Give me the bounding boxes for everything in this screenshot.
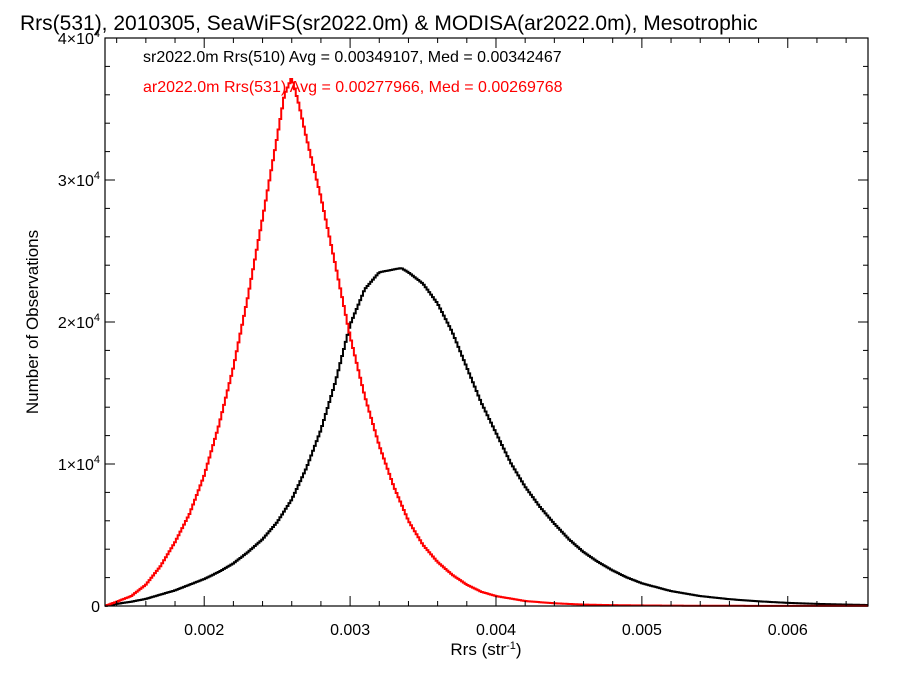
- legend-entry-red: ar2022.0m Rrs(531) Avg = 0.00277966, Med…: [143, 79, 563, 96]
- x-axis-label-text: Rrs (str: [450, 640, 506, 659]
- x-tick-label-0: 0.002: [184, 622, 224, 639]
- x-tick-label-4: 0.006: [768, 622, 808, 639]
- plot-frame: [104, 37, 869, 607]
- x-axis-label-close: ): [516, 640, 522, 659]
- x-tick-label-1: 0.003: [330, 622, 370, 639]
- legend-entry-black: sr2022.0m Rrs(510) Avg = 0.00349107, Med…: [143, 49, 562, 66]
- series-line-1: [105, 78, 868, 607]
- x-tick-label-2: 0.004: [476, 622, 516, 639]
- series-line-0: [105, 267, 868, 607]
- y-tick-label-2: 2×104: [58, 312, 100, 332]
- x-tick-label-3: 0.005: [622, 622, 662, 639]
- x-axis-label-superscript: -1: [506, 640, 516, 652]
- y-tick-label-4: 4×104: [58, 28, 100, 48]
- y-axis-label: Number of Observations: [23, 230, 42, 414]
- y-tick-label-3: 3×104: [58, 170, 100, 190]
- tick-layer: 0.002 0.003 0.004 0.005 0.006 0 1×104 2×104 3×10…: [58, 28, 868, 639]
- y-tick-label-1: 1×104: [58, 454, 100, 474]
- y-tick-label-0: 0: [91, 599, 100, 616]
- chart-title: Rrs(531), 2010305, SeaWiFS(sr2022.0m) & …: [20, 12, 758, 35]
- x-axis-label: Rrs (str-1): [450, 640, 521, 659]
- series-layer: [105, 78, 868, 607]
